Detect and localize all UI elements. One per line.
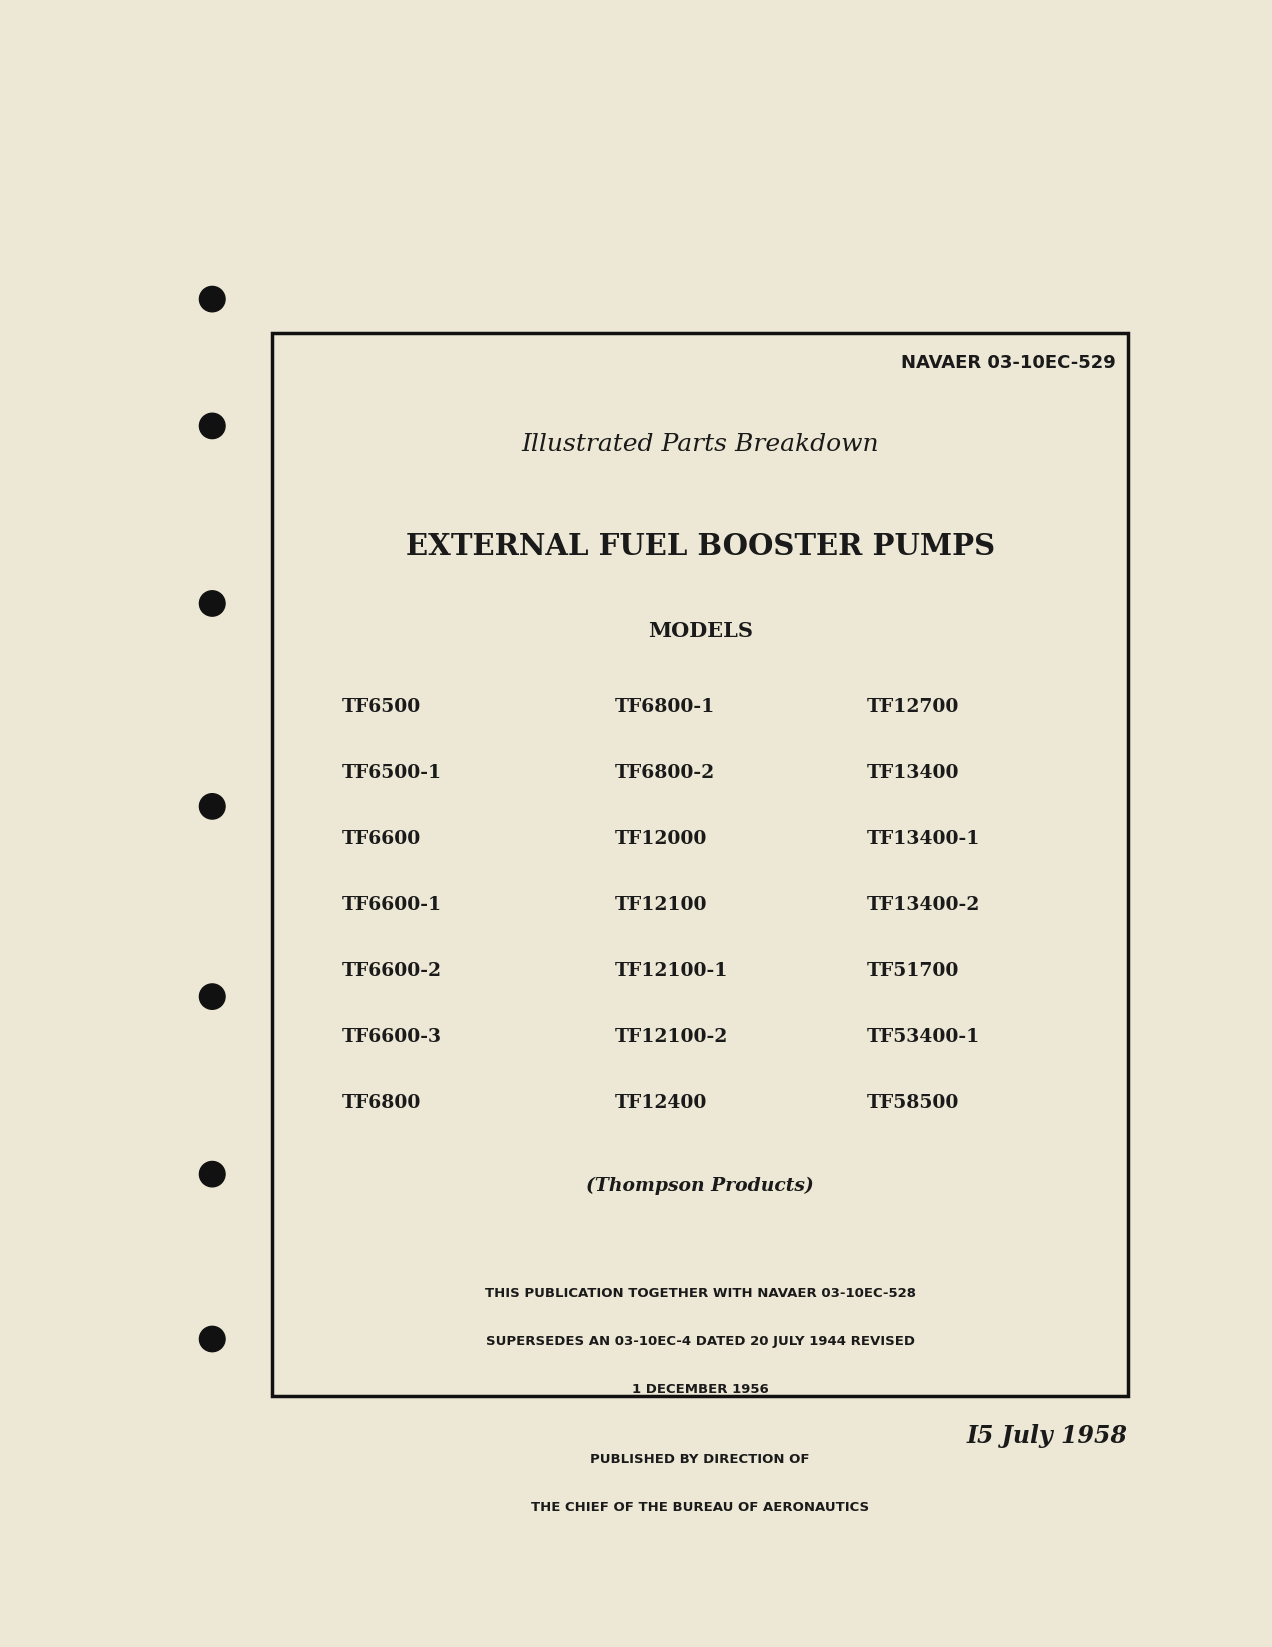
- Ellipse shape: [200, 413, 225, 438]
- Text: TF6600-1: TF6600-1: [341, 896, 441, 914]
- Text: 1 DECEMBER 1956: 1 DECEMBER 1956: [632, 1383, 768, 1397]
- Text: TF6600: TF6600: [341, 830, 421, 848]
- Text: TF6600-2: TF6600-2: [341, 962, 441, 980]
- Ellipse shape: [200, 287, 225, 311]
- Ellipse shape: [200, 794, 225, 819]
- Text: TF6800-1: TF6800-1: [614, 698, 715, 716]
- Ellipse shape: [200, 1326, 225, 1352]
- Text: THIS PUBLICATION TOGETHER WITH NAVAER 03-10EC-528: THIS PUBLICATION TOGETHER WITH NAVAER 03…: [485, 1286, 916, 1299]
- Text: TF13400-1: TF13400-1: [866, 830, 981, 848]
- Text: TF13400-2: TF13400-2: [866, 896, 979, 914]
- Ellipse shape: [200, 591, 225, 616]
- Text: TF12100-1: TF12100-1: [614, 962, 728, 980]
- Text: TF51700: TF51700: [866, 962, 959, 980]
- Text: I5 July 1958: I5 July 1958: [967, 1425, 1128, 1448]
- Text: SUPERSEDES AN 03-10EC-4 DATED 20 JULY 1944 REVISED: SUPERSEDES AN 03-10EC-4 DATED 20 JULY 19…: [486, 1336, 915, 1347]
- Text: EXTERNAL FUEL BOOSTER PUMPS: EXTERNAL FUEL BOOSTER PUMPS: [406, 532, 995, 562]
- Ellipse shape: [200, 983, 225, 1010]
- Text: TF6500: TF6500: [341, 698, 421, 716]
- Text: Illustrated Parts Breakdown: Illustrated Parts Breakdown: [522, 433, 879, 456]
- Text: TF12700: TF12700: [866, 698, 959, 716]
- Text: TF12100-2: TF12100-2: [614, 1028, 728, 1046]
- Ellipse shape: [200, 1161, 225, 1187]
- Text: TF6600-3: TF6600-3: [341, 1028, 441, 1046]
- Bar: [272, 333, 1128, 1397]
- Text: TF12100: TF12100: [614, 896, 707, 914]
- Text: MODELS: MODELS: [647, 621, 753, 641]
- Text: TF6500-1: TF6500-1: [341, 764, 441, 782]
- Text: TF12400: TF12400: [614, 1094, 707, 1112]
- Text: THE CHIEF OF THE BUREAU OF AERONAUTICS: THE CHIEF OF THE BUREAU OF AERONAUTICS: [532, 1500, 869, 1514]
- Text: TF53400-1: TF53400-1: [866, 1028, 979, 1046]
- Text: TF12000: TF12000: [614, 830, 707, 848]
- Text: TF6800: TF6800: [341, 1094, 421, 1112]
- Text: (Thompson Products): (Thompson Products): [586, 1176, 814, 1194]
- Text: PUBLISHED BY DIRECTION OF: PUBLISHED BY DIRECTION OF: [590, 1453, 810, 1466]
- Text: TF13400: TF13400: [866, 764, 959, 782]
- Text: TF6800-2: TF6800-2: [614, 764, 715, 782]
- Text: NAVAER 03-10EC-529: NAVAER 03-10EC-529: [902, 354, 1117, 372]
- Text: TF58500: TF58500: [866, 1094, 959, 1112]
